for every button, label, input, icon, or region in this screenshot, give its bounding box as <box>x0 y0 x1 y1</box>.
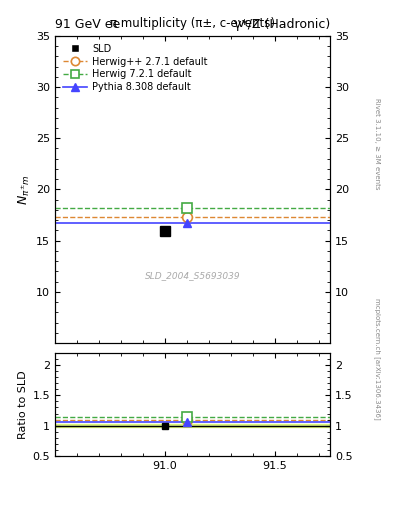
Y-axis label: $N_{\pi^{\pm}m}$: $N_{\pi^{\pm}m}$ <box>17 174 32 205</box>
Legend: SLD, Herwig++ 2.7.1 default, Herwig 7.2.1 default, Pythia 8.308 default: SLD, Herwig++ 2.7.1 default, Herwig 7.2.… <box>60 40 210 95</box>
Text: π multiplicity (π±, c-events): π multiplicity (π±, c-events) <box>110 17 275 30</box>
Y-axis label: Ratio to SLD: Ratio to SLD <box>18 370 28 439</box>
Text: γ*/Z (Hadronic): γ*/Z (Hadronic) <box>234 18 330 31</box>
Text: Rivet 3.1.10, ≥ 3M events: Rivet 3.1.10, ≥ 3M events <box>374 98 380 189</box>
Bar <box>55 423 330 428</box>
Text: 91 GeV ee: 91 GeV ee <box>55 18 120 31</box>
Text: SLD_2004_S5693039: SLD_2004_S5693039 <box>145 271 241 280</box>
Text: mcplots.cern.ch [arXiv:1306.3436]: mcplots.cern.ch [arXiv:1306.3436] <box>374 297 381 419</box>
